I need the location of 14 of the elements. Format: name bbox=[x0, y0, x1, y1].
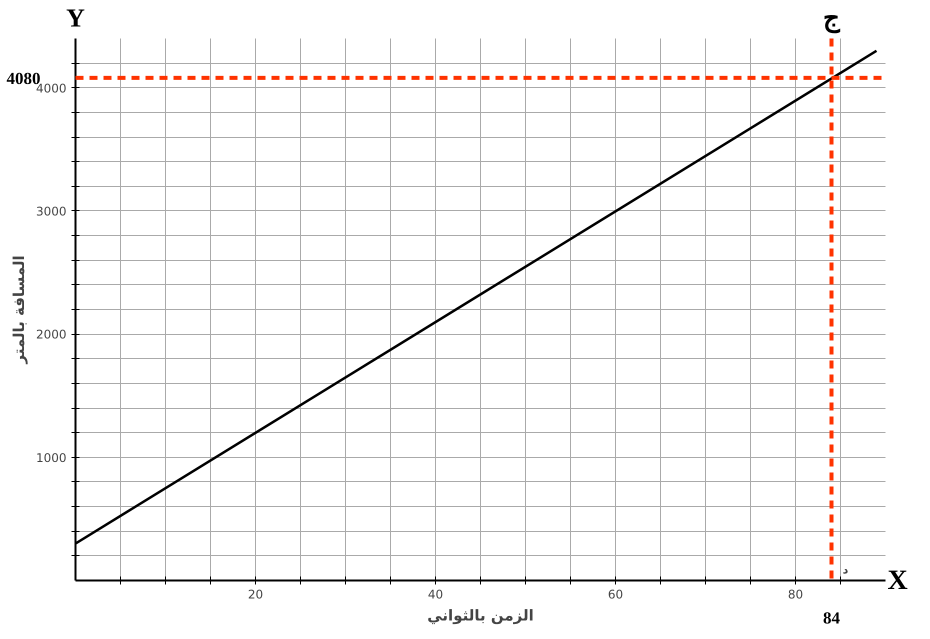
x-tick-label: 40 bbox=[428, 588, 444, 602]
x-tick-label: 80 bbox=[788, 588, 804, 602]
text: Y bbox=[66, 4, 86, 32]
y-tick-label: 3000 bbox=[36, 204, 67, 218]
text: ج bbox=[823, 4, 841, 34]
y-tick-label: 1000 bbox=[36, 450, 67, 465]
y-tick-label: 2000 bbox=[36, 328, 67, 342]
annotation: د bbox=[842, 564, 849, 576]
text: X bbox=[888, 565, 908, 596]
ref-line-label: 84 bbox=[823, 608, 840, 628]
x-tick-label: 20 bbox=[248, 588, 264, 602]
x-tick-label: 60 bbox=[608, 588, 624, 602]
y-axis-title: المسافة بالمتر bbox=[10, 255, 28, 365]
x-axis-title: الزمن بالثواني bbox=[427, 606, 534, 624]
